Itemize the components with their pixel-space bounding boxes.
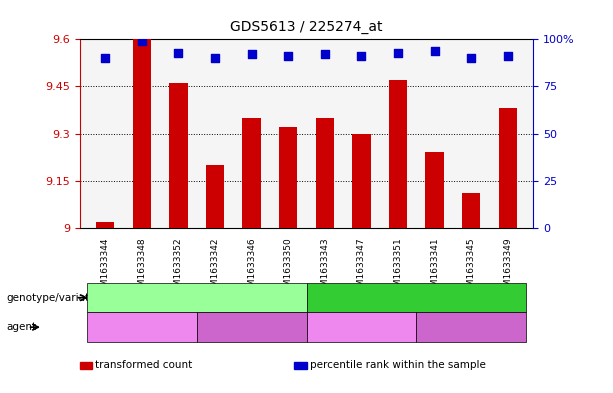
Text: EVI1 overexpression: EVI1 overexpression xyxy=(140,293,253,303)
Text: control: control xyxy=(397,293,436,303)
Text: agent: agent xyxy=(6,322,36,332)
Point xyxy=(393,50,403,56)
Bar xyxy=(169,83,188,228)
Point xyxy=(246,51,256,57)
Bar xyxy=(389,80,407,228)
Text: control: control xyxy=(454,322,488,332)
Bar xyxy=(243,118,261,228)
Text: transformed count: transformed count xyxy=(95,360,192,371)
Point xyxy=(210,55,220,61)
Bar xyxy=(425,152,444,228)
Bar xyxy=(279,127,297,228)
Point xyxy=(320,51,330,57)
Point xyxy=(466,55,476,61)
Bar xyxy=(352,134,370,228)
Point xyxy=(357,53,367,59)
Bar xyxy=(462,193,480,228)
Point xyxy=(283,53,293,59)
Point xyxy=(137,38,147,44)
Point xyxy=(430,48,440,54)
Bar xyxy=(206,165,224,228)
Text: genotype/variation: genotype/variation xyxy=(6,293,105,303)
Bar xyxy=(498,108,517,228)
Point xyxy=(503,53,512,59)
Bar xyxy=(133,39,151,228)
Bar xyxy=(96,222,115,228)
Text: control: control xyxy=(235,322,268,332)
Point xyxy=(101,55,110,61)
Text: all-trans retinoic acid: all-trans retinoic acid xyxy=(310,322,413,332)
Point xyxy=(173,50,183,56)
Text: all-trans retinoic
acid: all-trans retinoic acid xyxy=(102,316,182,338)
Text: percentile rank within the sample: percentile rank within the sample xyxy=(310,360,485,371)
Bar xyxy=(316,118,334,228)
Title: GDS5613 / 225274_at: GDS5613 / 225274_at xyxy=(230,20,383,34)
